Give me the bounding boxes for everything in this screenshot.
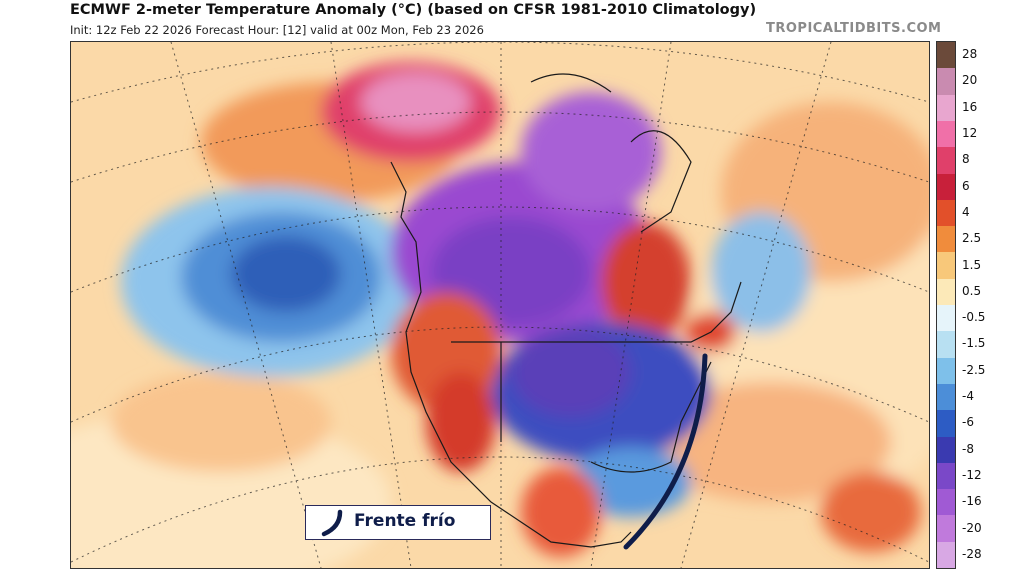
legend-swatch <box>937 68 955 96</box>
legend-swatch <box>937 199 955 227</box>
legend-swatch <box>937 94 955 122</box>
legend-label: 6 <box>962 178 970 193</box>
legend-label: -20 <box>962 520 982 535</box>
legend-label: -6 <box>962 415 974 430</box>
legend-swatch <box>937 252 955 280</box>
legend-label: -16 <box>962 494 982 509</box>
legend-swatch <box>937 226 955 253</box>
legend-label: -2.5 <box>962 362 986 377</box>
legend-swatch <box>937 331 955 359</box>
cold-front-icon <box>321 509 343 537</box>
legend-label: 1.5 <box>962 257 982 272</box>
legend-swatch <box>937 410 955 437</box>
temperature-anomaly-map <box>70 41 930 569</box>
legend-label: -8 <box>962 441 974 456</box>
cold-front-annotation: Frente frío <box>305 505 491 540</box>
legend-swatch <box>937 173 955 201</box>
legend-swatch <box>937 515 955 543</box>
legend-label: 0.5 <box>962 283 982 298</box>
legend-label: 20 <box>962 73 978 88</box>
legend-label: 2.5 <box>962 231 982 246</box>
legend-swatch <box>937 357 955 385</box>
legend-swatch <box>937 541 955 569</box>
legend-swatch <box>937 278 955 306</box>
legend-label: -28 <box>962 546 982 561</box>
legend-swatch <box>937 436 955 464</box>
legend-swatch <box>937 383 955 411</box>
legend-label: 4 <box>962 204 970 219</box>
legend-label: 8 <box>962 152 970 167</box>
brand-watermark: TROPICALTIDBITS.COM <box>766 21 942 36</box>
map-title: ECMWF 2-meter Temperature Anomaly (°C) (… <box>70 2 757 18</box>
legend-swatch <box>937 42 955 69</box>
legend-label: 16 <box>962 99 978 114</box>
legend-label: 28 <box>962 47 978 62</box>
map-subtitle: Init: 12z Feb 22 2026 Forecast Hour: [12… <box>70 23 484 37</box>
legend-label: -0.5 <box>962 310 986 325</box>
legend-label: 12 <box>962 126 978 141</box>
cold-front-label: Frente frío <box>354 511 456 531</box>
legend-swatch <box>937 147 955 174</box>
legend-swatch <box>937 462 955 490</box>
legend-label: -4 <box>962 389 974 404</box>
cold-front-line <box>623 353 708 550</box>
color-scale-legend <box>936 41 956 569</box>
legend-swatch <box>937 305 955 332</box>
legend-swatch <box>937 120 955 148</box>
legend-label: -1.5 <box>962 336 986 351</box>
legend-label: -12 <box>962 467 982 482</box>
legend-swatch <box>937 489 955 516</box>
